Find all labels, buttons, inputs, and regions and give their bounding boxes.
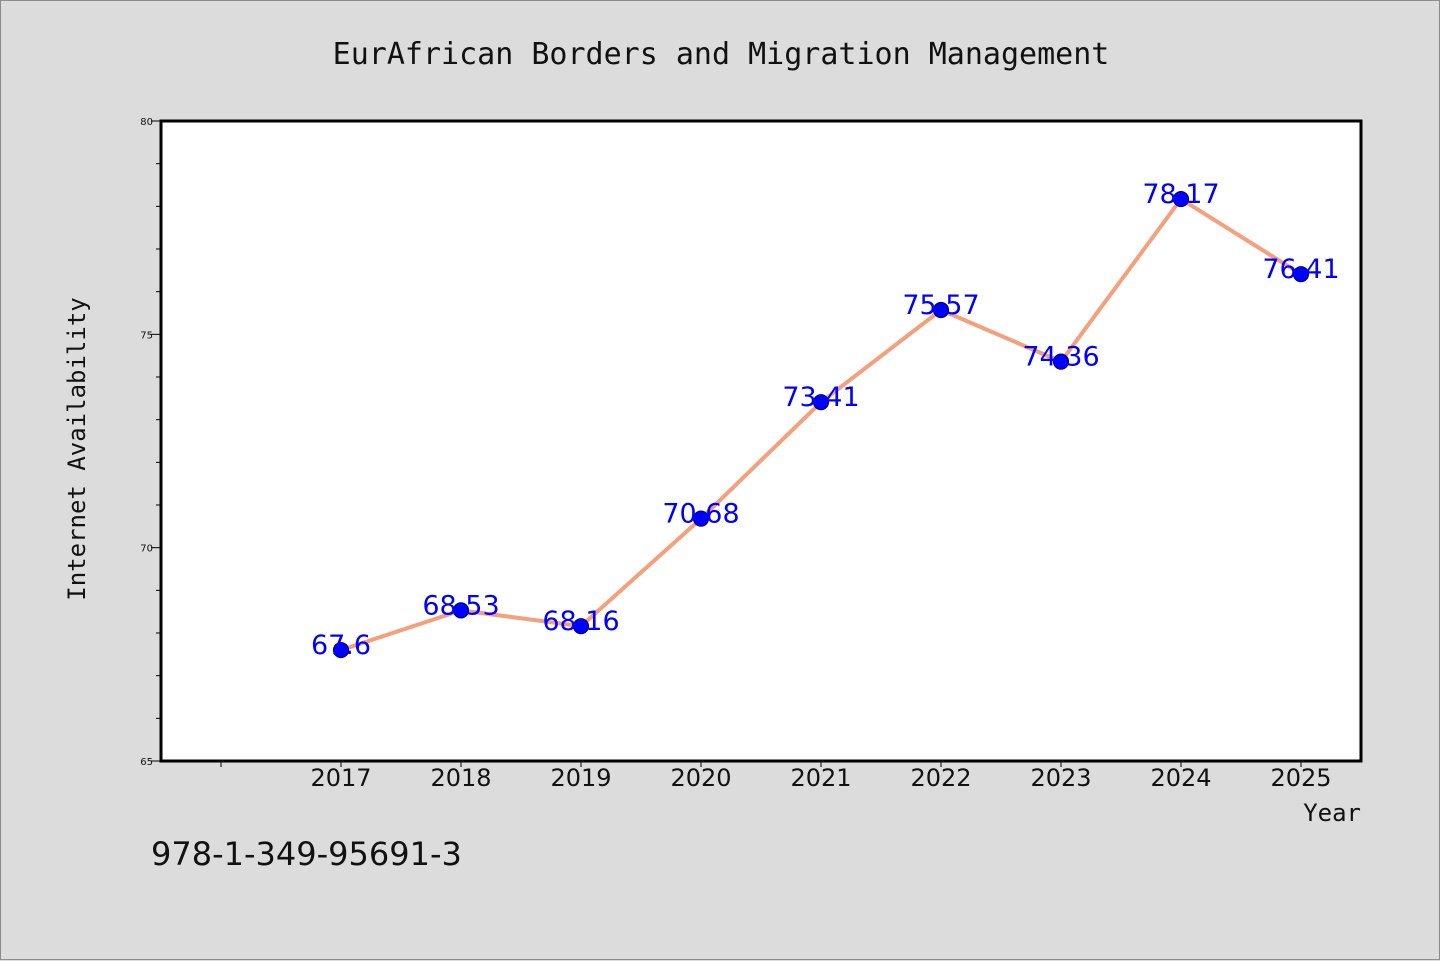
data-label: 78.17 [1142,179,1219,210]
data-label: 68.53 [422,590,499,621]
data-point-marker [332,641,350,659]
x-tick-label: 2021 [790,764,851,792]
data-point-marker [812,394,830,411]
x-tick-label: 2025 [1270,764,1331,792]
x-axis-label: Year [1303,799,1361,827]
data-point-marker [452,602,470,619]
data-point-marker [932,301,950,319]
data-point-marker [1052,353,1070,370]
x-tick-label: 2017 [310,764,371,792]
plot-frame [159,119,1363,763]
x-tick-label: 2020 [670,764,731,792]
x-tick-label: 2024 [1150,764,1211,792]
data-label: 73.41 [782,382,859,413]
y-tick-label: 70 [140,544,153,555]
data-labels: 67.6 68.53 68.16 70.68 73.41 75.57 74.36 78.17 7… [311,179,1340,661]
data-point-marker [1292,266,1310,283]
data-label: 75.57 [902,290,979,321]
data-point-marker [692,510,710,527]
y-tick-label: 80 [140,117,153,128]
axis-ticks: 2017 2018 2019 2020 2021 2022 2023 2024 2025 65 70… [140,117,1331,792]
data-label: 76.41 [1262,254,1339,285]
x-tick-label: 2018 [430,764,491,792]
data-label: 70.68 [662,499,739,530]
data-points [332,190,1310,659]
data-label: 74.36 [1022,342,1099,373]
y-tick-label: 65 [140,757,153,768]
data-point-marker [1172,190,1190,208]
y-axis-label: Internet Availability [63,297,91,600]
data-label: 67.6 [311,630,371,661]
x-tick-label: 2022 [910,764,971,792]
y-tick-label: 75 [140,330,153,341]
chart-title: EurAfrican Borders and Migration Managem… [333,37,1110,72]
plot-area [161,121,1361,761]
x-tick-label: 2019 [550,764,611,792]
data-label: 68.16 [542,606,619,637]
footnote-isbn: 978-1-349-95691-3 [151,835,462,873]
x-tick-label: 2023 [1030,764,1091,792]
data-point-marker [572,618,590,635]
